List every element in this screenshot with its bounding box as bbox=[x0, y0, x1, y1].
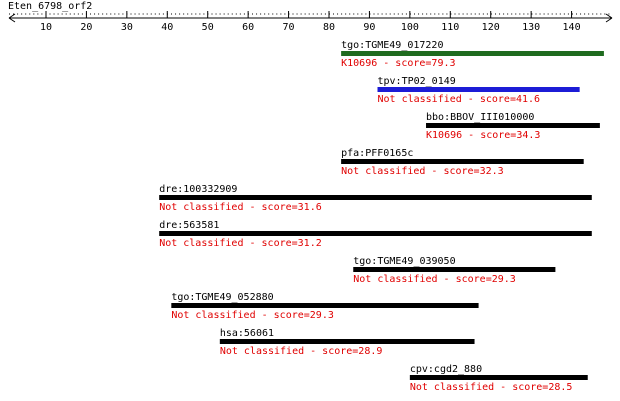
chart-title: Eten_6798_orf2 bbox=[8, 1, 92, 12]
hit-name: dre:100332909 bbox=[159, 184, 237, 195]
hit-bar bbox=[159, 231, 592, 236]
hit-note: Not classified - score=28.5 bbox=[410, 382, 573, 393]
ruler-arrows bbox=[8, 13, 613, 23]
hit-name: tpv:TP02_0149 bbox=[378, 76, 456, 87]
hit-name: tgo:TGME49_017220 bbox=[341, 40, 443, 51]
hit-bar bbox=[353, 267, 556, 272]
hit-name: pfa:PFF0165c bbox=[341, 148, 413, 159]
hit-bar bbox=[341, 159, 584, 164]
x-tick-label: 130 bbox=[522, 22, 540, 33]
x-tick-label: 10 bbox=[40, 22, 52, 33]
hit-note: K10696 - score=34.3 bbox=[426, 130, 540, 141]
x-tick-label: 110 bbox=[441, 22, 459, 33]
hit-note: Not classified - score=31.2 bbox=[159, 238, 322, 249]
hit-note: Not classified - score=31.6 bbox=[159, 202, 322, 213]
hit-note: Not classified - score=41.6 bbox=[378, 94, 541, 105]
hit-name: hsa:56061 bbox=[220, 328, 274, 339]
hit-bar bbox=[377, 87, 580, 92]
hit-note: Not classified - score=29.3 bbox=[171, 310, 334, 321]
x-tick-label: 120 bbox=[482, 22, 500, 33]
x-tick-label: 90 bbox=[363, 22, 375, 33]
hit-bar bbox=[171, 303, 479, 308]
x-tick-label: 20 bbox=[80, 22, 92, 33]
hit-note: Not classified - score=28.9 bbox=[220, 346, 383, 357]
x-tick-label: 50 bbox=[202, 22, 214, 33]
hit-note: Not classified - score=29.3 bbox=[353, 274, 516, 285]
hit-bar bbox=[219, 339, 475, 344]
hit-note: K10696 - score=79.3 bbox=[341, 58, 455, 69]
x-tick-label: 30 bbox=[121, 22, 133, 33]
x-tick-label: 80 bbox=[323, 22, 335, 33]
x-tick-label: 70 bbox=[283, 22, 295, 33]
hit-name: dre:563581 bbox=[159, 220, 219, 231]
x-tick-label: 40 bbox=[161, 22, 173, 33]
hit-name: bbo:BBOV_III010000 bbox=[426, 112, 534, 123]
x-tick-label: 140 bbox=[563, 22, 581, 33]
hit-bar bbox=[409, 375, 588, 380]
hit-name: tgo:TGME49_052880 bbox=[171, 292, 273, 303]
hit-name: cpv:cgd2_880 bbox=[410, 364, 482, 375]
x-tick-label: 100 bbox=[401, 22, 419, 33]
hit-note: Not classified - score=32.3 bbox=[341, 166, 504, 177]
hit-bar bbox=[426, 123, 600, 128]
x-tick-label: 60 bbox=[242, 22, 254, 33]
hit-bar bbox=[341, 51, 604, 56]
hit-name: tgo:TGME49_039050 bbox=[353, 256, 455, 267]
hit-bar bbox=[159, 195, 592, 200]
